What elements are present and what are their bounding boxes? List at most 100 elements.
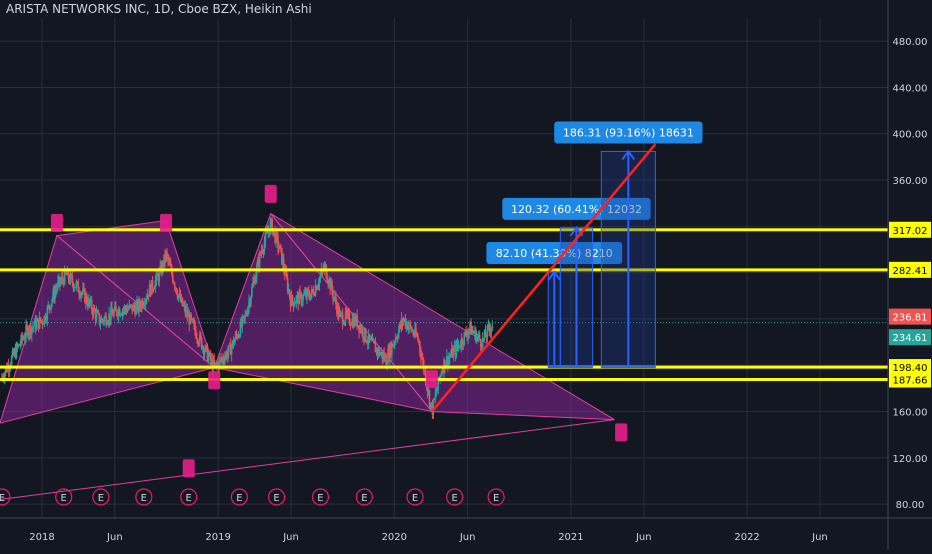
candle-body xyxy=(449,355,452,357)
candle-body xyxy=(455,343,458,355)
measurement-label-box[interactable] xyxy=(486,242,623,265)
candle-body xyxy=(95,312,98,320)
level-price-tag xyxy=(889,261,931,278)
candle-body xyxy=(203,351,206,355)
candle-body xyxy=(83,288,85,290)
candle-body xyxy=(284,270,287,276)
candle-body xyxy=(208,352,211,356)
candle-body xyxy=(91,310,94,315)
candle-body xyxy=(448,356,451,358)
pattern-point-marker[interactable] xyxy=(160,213,173,232)
candle-body xyxy=(185,309,188,314)
candle-body xyxy=(306,289,308,298)
candle-body xyxy=(186,309,189,317)
candle-body xyxy=(309,296,311,300)
y-tick-label: 120.00 xyxy=(893,454,928,465)
candle-body xyxy=(291,295,294,302)
candle-body xyxy=(379,353,382,356)
candle-body xyxy=(303,294,305,296)
earnings-icon[interactable] xyxy=(355,488,373,506)
candle-body xyxy=(25,325,27,338)
earnings-label: E xyxy=(412,493,418,504)
earnings-icon[interactable] xyxy=(446,488,464,506)
y-tick-label: 400.00 xyxy=(893,130,928,141)
candle-body xyxy=(15,344,18,358)
measurement-label-box[interactable] xyxy=(502,197,651,220)
pattern-point-marker[interactable] xyxy=(50,213,63,232)
candle-body xyxy=(199,334,201,344)
candle-body xyxy=(426,388,429,393)
candle-body xyxy=(223,360,225,363)
candle-body xyxy=(73,287,76,289)
candle-body xyxy=(78,291,80,295)
candle-body xyxy=(120,314,123,316)
candle-body xyxy=(385,355,387,365)
candle-body xyxy=(429,402,432,406)
candle-body xyxy=(267,231,270,234)
candle-body xyxy=(423,371,426,373)
measurement-label: 120.32 (60.41%) 12032 xyxy=(511,203,642,216)
candle-body xyxy=(376,348,379,354)
candle-body xyxy=(190,314,192,319)
earnings-icon[interactable] xyxy=(92,488,110,506)
pattern-line[interactable] xyxy=(0,419,615,500)
candle-body xyxy=(480,346,483,349)
earnings-label: E xyxy=(236,493,242,504)
earnings-icon[interactable] xyxy=(311,488,330,506)
candle-body xyxy=(235,334,238,336)
earnings-icon[interactable] xyxy=(230,488,248,506)
price-tag xyxy=(889,308,931,325)
candle-body xyxy=(299,291,301,294)
candle-body xyxy=(81,292,83,294)
candle-body xyxy=(478,334,481,340)
level-price-tag xyxy=(889,221,931,238)
candle-body xyxy=(435,392,438,395)
level-price-tag xyxy=(889,359,931,376)
candle-body xyxy=(326,277,329,282)
candle-body xyxy=(118,309,121,316)
candle-body xyxy=(227,345,230,353)
candle-body xyxy=(39,317,42,322)
candle-body xyxy=(268,231,271,234)
earnings-icon[interactable] xyxy=(0,488,11,506)
candle-body xyxy=(240,321,243,327)
candle-body xyxy=(94,311,97,320)
candle-body xyxy=(138,300,140,312)
candle-body xyxy=(312,291,315,295)
candle-body xyxy=(69,274,72,283)
pattern-point-marker[interactable] xyxy=(264,184,277,203)
candle-body xyxy=(401,318,404,324)
measurement-label-box[interactable] xyxy=(554,121,703,144)
candle-body xyxy=(417,336,419,340)
candle-body xyxy=(473,331,475,334)
earnings-icon[interactable] xyxy=(406,488,424,506)
candle-body xyxy=(436,389,439,393)
pattern-point-marker[interactable] xyxy=(425,370,438,389)
candle-body xyxy=(210,358,213,361)
earnings-icon[interactable] xyxy=(267,488,286,506)
candle-body xyxy=(161,262,163,274)
candle-body xyxy=(393,343,395,347)
candle-body xyxy=(135,304,137,315)
pattern-point-marker[interactable] xyxy=(208,371,221,390)
candle-body xyxy=(98,313,101,325)
trend-line[interactable] xyxy=(430,143,657,413)
time-axis[interactable] xyxy=(0,518,932,550)
pattern-point-marker[interactable] xyxy=(615,423,628,442)
candle-body xyxy=(344,311,347,322)
candle-body xyxy=(33,319,36,327)
earnings-icon[interactable] xyxy=(487,488,505,506)
candle-body xyxy=(285,270,288,278)
harmonic-pattern-shape[interactable] xyxy=(270,213,615,421)
candle-body xyxy=(196,338,198,340)
earnings-icon[interactable] xyxy=(55,488,73,506)
earnings-icon[interactable] xyxy=(180,488,198,506)
pattern-point-marker[interactable] xyxy=(182,459,195,478)
candle-body xyxy=(143,304,145,307)
earnings-icon[interactable] xyxy=(135,488,153,506)
candle-body xyxy=(313,294,316,296)
candle-body xyxy=(282,259,284,265)
candle-body xyxy=(42,323,45,325)
